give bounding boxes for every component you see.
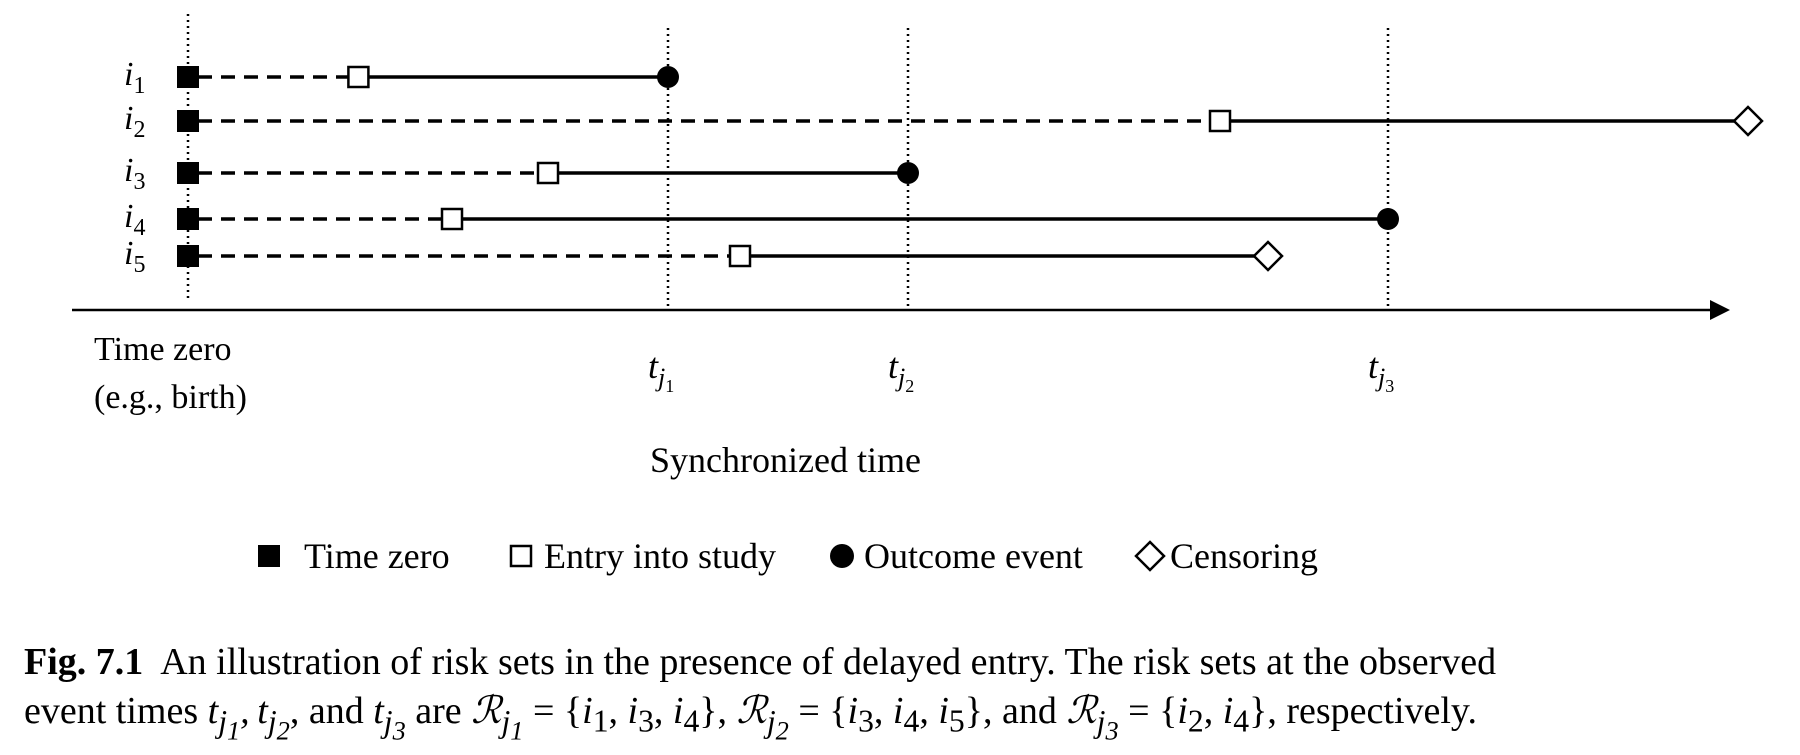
legend: Time zero Entry into study Outcome event Ce… — [258, 536, 1318, 576]
legend-label-3: Outcome event — [864, 536, 1083, 576]
legend-item-3: Outcome event — [830, 536, 1083, 576]
entry-marker — [1208, 109, 1232, 133]
axis-label: Synchronized time — [650, 440, 921, 480]
open-square-icon — [509, 544, 533, 568]
entry-marker — [347, 65, 370, 89]
time-zero-label-line-1: Time zero — [94, 331, 232, 368]
outcome-event-marker — [897, 162, 919, 184]
caption-text-2d: , and — [982, 690, 1057, 732]
subject-row-5: i5 — [124, 235, 1284, 278]
subject-label-3: i3 — [124, 152, 145, 195]
time-axis-arrowhead — [1710, 300, 1730, 320]
filled-square-icon — [258, 545, 280, 567]
time-zero-marker — [177, 208, 199, 230]
legend-label-4: Censoring — [1170, 536, 1318, 576]
time-zero-label-line-2: (e.g., birth) — [94, 379, 247, 416]
caption-line-2: event times tj1, tj2, and tj3 are ℛj1 = … — [24, 688, 1477, 745]
subject-row-1: i1 — [124, 56, 679, 99]
event-time-label-1: tj1 — [648, 346, 674, 396]
caption-text-2b: , and — [289, 690, 364, 732]
event-time-label-3: tj3 — [1368, 346, 1394, 396]
subject-row-4: i4 — [124, 198, 1399, 241]
entry-marker — [440, 207, 464, 231]
caption-text-2c: are — [415, 690, 462, 732]
entry-marker — [728, 244, 752, 268]
subject-label-4: i4 — [124, 198, 145, 241]
time-zero-marker — [177, 66, 199, 88]
legend-item-2: Entry into study — [509, 536, 776, 576]
caption-label: Fig. 7.1 — [24, 641, 144, 683]
legend-item-4: Censoring — [1134, 536, 1318, 576]
time-zero-marker — [177, 110, 199, 132]
subject-row-3: i3 — [124, 152, 919, 195]
outcome-event-marker — [1377, 208, 1399, 230]
subject-row-2: i2 — [124, 100, 1764, 143]
subject-label-1: i1 — [124, 56, 145, 99]
caption-text-2e: , respectively. — [1267, 690, 1477, 732]
subject-label-2: i2 — [124, 100, 145, 143]
subject-label-5: i5 — [124, 235, 145, 278]
caption-text-1: An illustration of risk sets in the pres… — [160, 641, 1497, 683]
time-zero-marker — [177, 162, 199, 184]
caption-line-1: Fig. 7.1 An illustration of risk sets in… — [24, 638, 1794, 686]
legend-label-1: Time zero — [304, 536, 450, 576]
time-labels: Time zero (e.g., birth) tj1 tj2 tj3 Synchroni… — [94, 331, 1394, 480]
censoring-marker — [1252, 240, 1284, 272]
event-time-guides — [186, 14, 1390, 308]
outcome-event-marker — [657, 66, 679, 88]
legend-item-1: Time zero — [258, 536, 450, 576]
censoring-marker — [1732, 105, 1764, 137]
time-zero-marker — [177, 245, 199, 267]
caption-text-2a: event times — [24, 690, 199, 732]
figure-caption: Fig. 7.1 An illustration of risk sets in… — [24, 638, 1794, 754]
legend-label-2: Entry into study — [544, 536, 776, 576]
filled-circle-icon — [830, 544, 854, 568]
time-axis — [72, 300, 1730, 320]
entry-marker — [536, 161, 560, 185]
open-diamond-icon — [1134, 540, 1166, 572]
event-time-label-2: tj2 — [888, 346, 914, 396]
